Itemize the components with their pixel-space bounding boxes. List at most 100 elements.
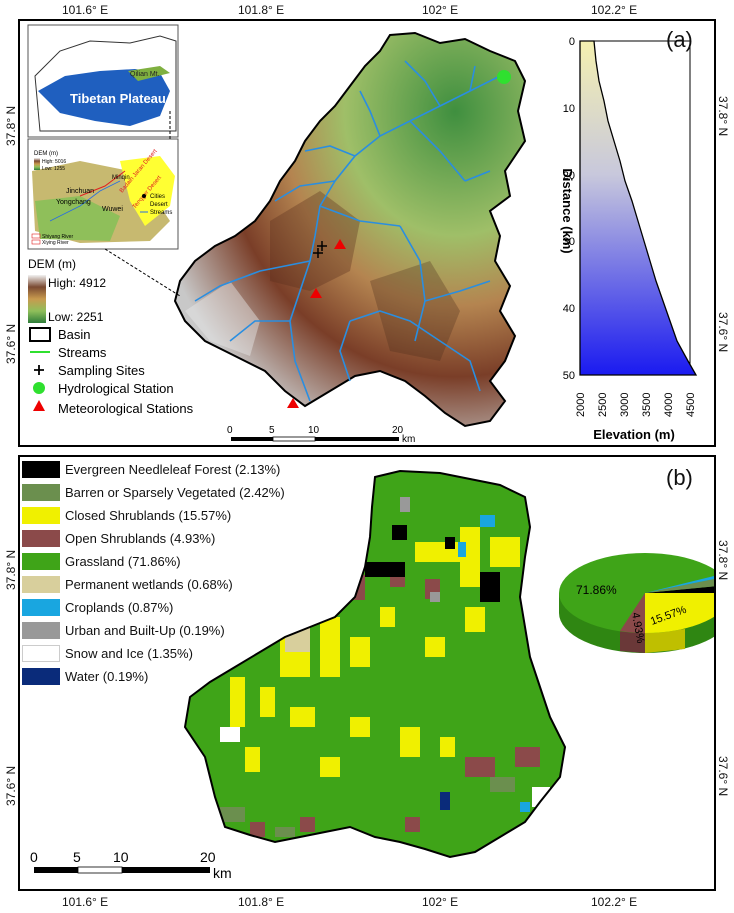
inset-dem-high: High: 5016 — [42, 159, 66, 165]
swatch-snow — [22, 645, 60, 662]
svg-text:50: 50 — [563, 370, 575, 382]
dem-legend-low: Low: 2251 — [48, 310, 104, 324]
legend-open-shrublands: Open Shrublands (4.93%) — [65, 531, 216, 546]
svg-text:km: km — [402, 434, 415, 445]
legend-closed-shrublands: Closed Shrublands (15.57%) — [65, 508, 232, 523]
scale-bar-b: 0 5 10 20 km — [30, 849, 232, 881]
panel-a: Tibetan Plateau Qilian Mt. DEM (m) High:… — [18, 19, 716, 447]
landcover-patches — [215, 497, 550, 837]
svg-text:20: 20 — [392, 425, 404, 436]
svg-text:30: 30 — [563, 236, 575, 248]
svg-text:3000: 3000 — [619, 393, 631, 417]
lat-label-b-left-2: 37.6° N — [4, 765, 18, 806]
pie-slice-closed-shrublands — [645, 593, 714, 633]
swatch-barren — [22, 484, 60, 501]
svg-text:0: 0 — [569, 36, 575, 48]
panel-a-tag: (a) — [666, 27, 693, 52]
place-yongchang: Yongchang — [56, 199, 91, 206]
lat-label-a-left-1: 37.8° N — [4, 105, 18, 146]
profile-ylabel: Distance (km) — [560, 168, 575, 253]
lat-label-a-left-2: 37.6° N — [4, 323, 18, 364]
lon-label-top-3: 102° E — [422, 3, 459, 17]
dem-legend-ramp — [28, 275, 46, 323]
plateau-shape — [38, 69, 170, 126]
legend-grassland: Grassland (71.86%) — [65, 554, 181, 569]
legend-snow: Snow and Ice (1.35%) — [65, 646, 193, 661]
lat-label-b-right-2: 37.6° N — [716, 756, 730, 797]
elevation-profile: 0 10 20 30 40 50 Distance (km) 2000 2500… — [560, 36, 698, 442]
pie-label-open-shrublands: 4.93% — [629, 611, 646, 644]
qilian-shape — [128, 66, 170, 81]
inset-dem-low: Low: 1255 — [42, 166, 65, 172]
panel-b: 71.86% 15.57% 4.93% 0 5 10 20 km Evergre… — [18, 455, 716, 891]
pie-slice-open-shrublands — [620, 593, 645, 633]
svg-text:20: 20 — [200, 849, 216, 865]
legend-croplands: Croplands (0.87%) — [65, 600, 174, 615]
svg-text:40: 40 — [563, 303, 575, 315]
inset-dem-title: DEM (m) — [34, 151, 58, 157]
panel-b-map: 71.86% 15.57% 4.93% 0 5 10 20 km — [30, 469, 714, 881]
basin-dem — [173, 31, 527, 428]
legend-water: Water (0.19%) — [65, 669, 149, 684]
inset-legend-cities: Cities — [150, 194, 165, 200]
pie-label-grassland: 71.86% — [576, 583, 617, 597]
place-wuwei: Wuwei — [102, 206, 123, 213]
dem-legend-high: High: 4912 — [48, 276, 106, 290]
legend-forest: Evergreen Needleleaf Forest (2.13%) — [65, 462, 281, 477]
qilian-label: Qilian Mt. — [130, 71, 160, 78]
legend-sampling-sites: Sampling Sites — [58, 363, 145, 378]
svg-text:3500: 3500 — [641, 393, 653, 417]
svg-text:10: 10 — [563, 103, 575, 115]
lat-label-a-right-1: 37.8° N — [716, 96, 730, 137]
svg-text:2500: 2500 — [597, 393, 609, 417]
met-station-3 — [287, 398, 299, 408]
inset-legend-streams: Streams — [150, 210, 172, 216]
legend-wetlands: Permanent wetlands (0.68%) — [65, 577, 233, 592]
swatch-forest — [22, 461, 60, 478]
profile-xlabel: Elevation (m) — [593, 427, 675, 442]
sampling-sites — [313, 241, 327, 258]
legend-urban: Urban and Built-Up (0.19%) — [65, 623, 225, 638]
svg-text:2000: 2000 — [575, 393, 587, 417]
lon-label-bottom-3: 102° E — [422, 895, 459, 909]
svg-text:10: 10 — [113, 849, 129, 865]
legend-streams: Streams — [58, 345, 107, 360]
dem-legend-title: DEM (m) — [28, 257, 76, 271]
river-shiyang: Shiyang River — [42, 234, 73, 240]
scale-bar-a: 0 5 10 20 km — [227, 425, 415, 445]
svg-text:5: 5 — [73, 849, 81, 865]
lon-label-bottom-1: 101.6° E — [62, 895, 109, 909]
panel-b-tag: (b) — [666, 465, 693, 490]
svg-text:0: 0 — [227, 425, 233, 436]
panel-a-map: Tibetan Plateau Qilian Mt. DEM (m) High:… — [27, 24, 698, 445]
lat-label-b-right-1: 37.8° N — [716, 540, 730, 581]
legend-hydro-station: Hydrological Station — [58, 381, 174, 396]
legend-met-stations: Meteorological Stations — [58, 401, 194, 416]
profile-area — [579, 40, 698, 376]
landcover-basin — [185, 471, 565, 857]
basin-outline-b — [183, 469, 567, 859]
hydro-station — [497, 70, 511, 84]
legend-barren: Barren or Sparsely Vegetated (2.42%) — [65, 485, 285, 500]
met-station-2 — [310, 288, 322, 298]
swatch-grassland — [22, 553, 60, 570]
stream-network — [194, 60, 501, 402]
svg-text:20: 20 — [563, 170, 575, 182]
svg-text:km: km — [213, 865, 232, 881]
met-station-1 — [334, 239, 346, 249]
svg-text:5: 5 — [269, 425, 275, 436]
lon-label-top-2: 101.8° E — [238, 3, 285, 17]
legend-basin: Basin — [58, 327, 91, 342]
inset-legend-desert: Desert — [150, 202, 168, 208]
river-xiying: Xiying River — [42, 240, 69, 246]
desert-shape — [120, 156, 175, 226]
landcover-pie: 71.86% 15.57% 4.93% — [559, 553, 714, 653]
china-outline — [34, 35, 177, 132]
lon-label-top-1: 101.6° E — [62, 3, 109, 17]
plateau-label: Tibetan Plateau — [70, 91, 166, 106]
svg-text:4000: 4000 — [663, 393, 675, 417]
swatch-water — [22, 668, 60, 685]
svg-text:4500: 4500 — [685, 393, 697, 417]
swatch-open-shrublands — [22, 530, 60, 547]
swatch-wetlands — [22, 576, 60, 593]
